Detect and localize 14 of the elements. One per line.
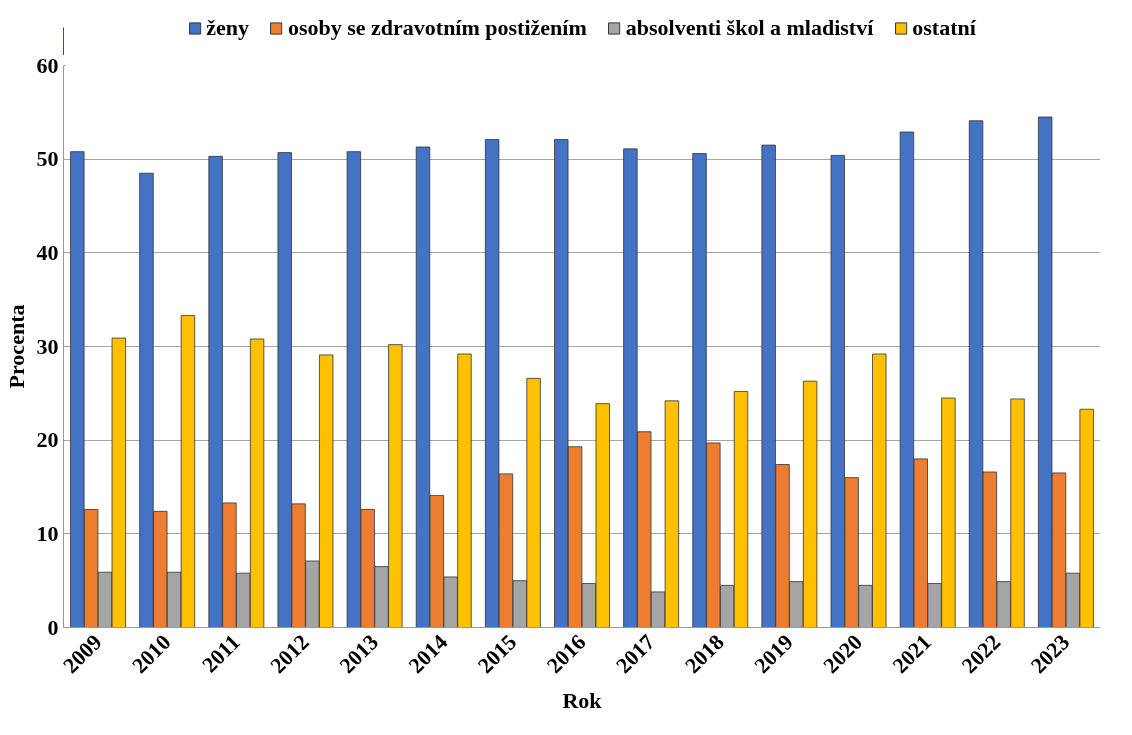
y-tick-label: 20 (36, 427, 59, 453)
y-tick-label: 30 (36, 333, 59, 359)
y-tick-label: 50 (36, 146, 59, 172)
legend-label: absolventi škol a mladiství (625, 14, 874, 41)
y-axis-title: Procenta (3, 304, 29, 389)
x-tick-label: 2011 (196, 629, 245, 678)
legend-label: ženy (206, 14, 249, 41)
legend-label: ostatní (912, 14, 976, 41)
x-axis-title: Rok (562, 687, 603, 713)
legend-label: osoby se zdravotním postižením (287, 14, 587, 41)
y-tick-label: 60 (36, 52, 59, 78)
y-tick-label: 10 (36, 520, 59, 546)
y-tick-label: 0 (47, 614, 59, 640)
y-tick-label: 40 (36, 239, 59, 265)
